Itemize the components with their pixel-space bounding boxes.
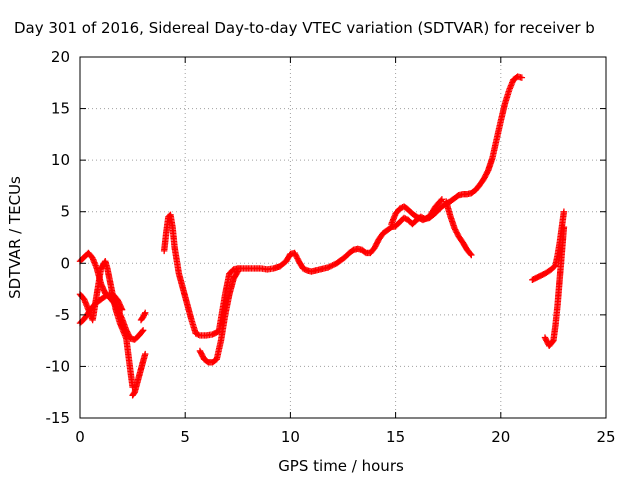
data-point	[560, 223, 568, 231]
y-tick-label: -15	[46, 409, 71, 427]
x-tick-label: 5	[180, 428, 190, 446]
data-series	[129, 350, 149, 399]
data-point	[330, 261, 338, 268]
chart-title: Day 301 of 2016, Sidereal Day-to-day VTE…	[14, 19, 595, 37]
data-point	[234, 268, 241, 275]
x-axis-tick-labels: 0 5 10 15 20 25	[75, 428, 615, 446]
data-point	[327, 262, 335, 270]
grid	[80, 57, 606, 418]
y-tick-label: 15	[51, 100, 70, 118]
data-point	[103, 292, 110, 299]
y-tick-label: 10	[51, 151, 70, 169]
data-point	[329, 262, 336, 269]
y-tick-label: 0	[60, 254, 70, 272]
y-tick-label: 20	[51, 48, 70, 66]
x-tick-label: 15	[386, 428, 405, 446]
data-series	[160, 73, 526, 339]
plot-frame	[79, 56, 607, 419]
data-point	[233, 269, 241, 276]
data-point	[396, 205, 404, 212]
y-tick-label: 5	[60, 203, 70, 221]
data-point	[139, 328, 146, 335]
data-point	[560, 208, 568, 215]
y-tick-label: -5	[55, 306, 70, 324]
data-point	[192, 330, 199, 337]
data-point	[301, 265, 308, 273]
data-point	[142, 309, 149, 316]
data-point	[468, 251, 475, 259]
data-point	[193, 330, 201, 338]
x-tick-label: 10	[281, 428, 300, 446]
data-series	[196, 268, 241, 366]
data-point	[402, 215, 409, 222]
data-point	[467, 250, 474, 258]
data-point	[139, 327, 147, 334]
axis-ticks	[79, 56, 607, 419]
data-point	[302, 266, 310, 274]
data-series	[388, 196, 446, 228]
data-point	[437, 197, 445, 204]
data-point	[118, 306, 126, 313]
y-axis-label: SDTVAR / TECUs	[6, 176, 24, 299]
data-series	[442, 198, 475, 259]
data-point	[102, 293, 109, 300]
data-point	[326, 263, 333, 270]
data-point	[400, 214, 408, 222]
y-axis-tick-labels: -15 -10 -5 0 5 10 15 20	[46, 48, 71, 427]
data-point	[438, 196, 446, 203]
data-point	[518, 74, 526, 81]
x-axis-label: GPS time / hours	[278, 457, 404, 475]
data-series	[541, 223, 568, 349]
data-point	[195, 331, 202, 338]
y-tick-label: -10	[46, 357, 71, 375]
data-point	[299, 265, 307, 272]
x-tick-label: 0	[75, 428, 85, 446]
data-point	[325, 264, 332, 271]
data-point	[141, 310, 148, 318]
data-points	[76, 73, 568, 399]
data-series	[137, 309, 149, 324]
x-tick-label: 25	[596, 428, 615, 446]
data-point	[142, 350, 149, 358]
x-tick-label: 20	[491, 428, 510, 446]
data-series	[76, 291, 126, 327]
